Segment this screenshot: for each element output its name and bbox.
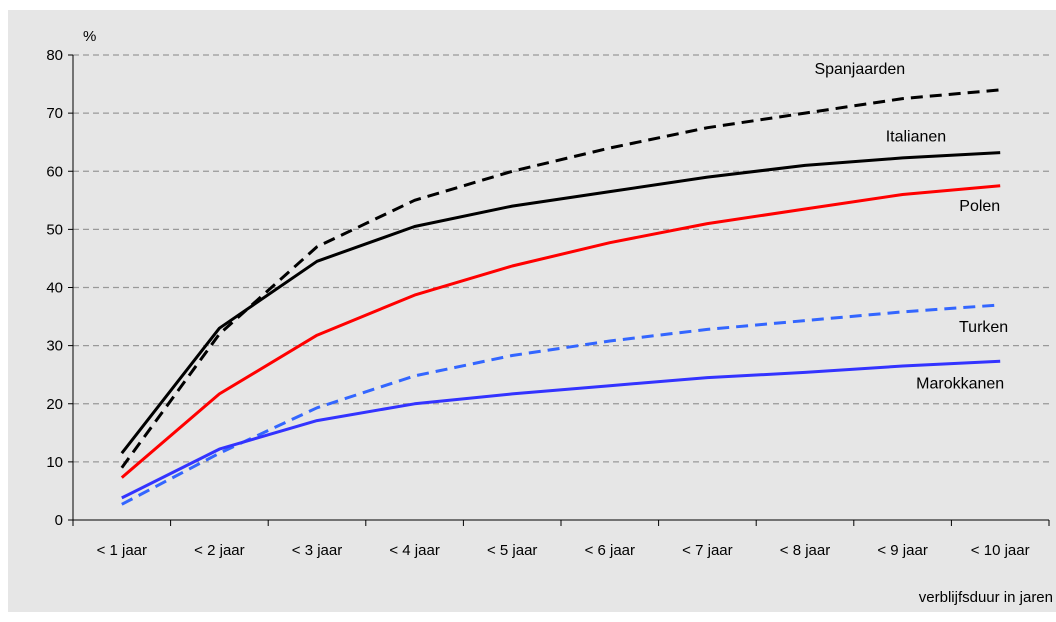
chart-frame: 0 10 20 30 40 50 60 70 80 < 1 jaar < 2 jaar < 3 ja…: [8, 10, 1056, 612]
line-chart: 0 10 20 30 40 50 60 70 80 < 1 jaar < 2 jaar < 3 ja…: [46, 28, 1053, 606]
axes: [68, 54, 1050, 526]
x-tick-label: < 5 jaar: [487, 542, 537, 559]
y-tick-label: 10: [46, 454, 63, 471]
series-label: Italianen: [886, 129, 947, 146]
y-tick-label: 40: [46, 280, 63, 297]
series-line-spanjaarden: [120, 88, 1001, 469]
y-tick-label: 50: [46, 221, 63, 238]
x-tick-label: < 10 jaar: [971, 542, 1030, 559]
y-tick-labels: 0 10 20 30 40 50 60 70 80: [46, 47, 63, 529]
x-tick-label: < 2 jaar: [194, 542, 244, 559]
y-tick-label: 30: [46, 338, 63, 355]
series-lines: [120, 88, 1001, 506]
series-label: Spanjaarden: [814, 61, 905, 78]
y-tick-label: 20: [46, 396, 63, 413]
x-tick-label: < 7 jaar: [682, 542, 732, 559]
series-label: Turken: [959, 319, 1008, 336]
x-tick-label: < 8 jaar: [780, 542, 830, 559]
series-label: Marokkanen: [916, 375, 1004, 392]
y-tick-label: 60: [46, 163, 63, 180]
x-tick-label: < 3 jaar: [292, 542, 342, 559]
series-line-turken: [121, 303, 1001, 506]
series-label: Polen: [959, 198, 1000, 215]
x-tick-labels: < 1 jaar < 2 jaar < 3 jaar < 4 jaar < 5 jaar…: [97, 542, 1030, 559]
gridlines: [73, 54, 1049, 463]
x-tick-label: < 4 jaar: [389, 542, 439, 559]
y-tick-label: 70: [46, 105, 63, 122]
y-tick-label: 0: [55, 512, 63, 529]
x-tick-label: < 1 jaar: [97, 542, 147, 559]
x-tick-label: < 6 jaar: [585, 542, 635, 559]
y-tick-label: 80: [46, 47, 63, 64]
series-line-polen: [120, 184, 1001, 479]
series-labels: Spanjaarden Italianen Polen Turken Marokkane…: [814, 61, 1008, 392]
x-tick-label: < 9 jaar: [877, 542, 927, 559]
x-axis-label: verblijfsduur in jaren: [919, 589, 1053, 606]
series-line-italianen: [120, 151, 1001, 455]
y-axis-label: %: [83, 28, 96, 45]
series-line-marokkanen: [121, 359, 1001, 500]
